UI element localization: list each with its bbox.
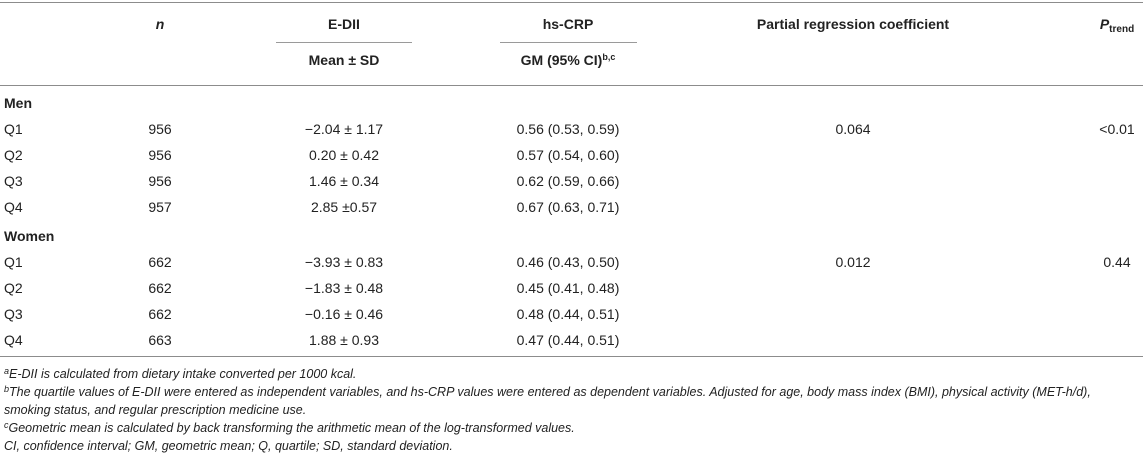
header-hscrp-sub-text: GM (95% CI) xyxy=(520,52,603,68)
men-row-3-crp: 0.62 (0.59, 0.66) xyxy=(516,173,620,189)
women-row-3-n: 662 xyxy=(148,306,172,322)
men-row-3-q: Q3 xyxy=(4,173,23,189)
women-row-2-edii: −1.83 ± 0.48 xyxy=(304,280,384,296)
header-hscrp-sub: GM (95% CI)b,c xyxy=(521,52,616,68)
men-row-1-prc: 0.064 xyxy=(835,121,871,137)
men-row-3-edii: 1.46 ± 0.34 xyxy=(309,173,379,189)
men-row-1-n: 956 xyxy=(148,121,172,137)
men-row-1-edii: −2.04 ± 1.17 xyxy=(304,121,384,137)
footnote-c-text: Geometric mean is calculated by back tra… xyxy=(8,421,575,435)
women-row-1-crp: 0.46 (0.43, 0.50) xyxy=(516,254,620,270)
header-hscrp: hs-CRP xyxy=(542,16,594,32)
header-partial-regression: Partial regression coefficient xyxy=(756,16,950,32)
women-row-2-crp: 0.45 (0.41, 0.48) xyxy=(516,280,620,296)
men-row-2-q: Q2 xyxy=(4,147,23,163)
men-row-3-n: 956 xyxy=(148,173,172,189)
table-header-rule xyxy=(0,85,1143,86)
header-hscrp-underline xyxy=(500,42,637,43)
women-row-3-q: Q3 xyxy=(4,306,23,322)
header-p-subscript: trend xyxy=(1109,24,1135,35)
men-row-2-crp: 0.57 (0.54, 0.60) xyxy=(516,147,620,163)
header-p-letter: P xyxy=(1099,16,1110,32)
group-label-men: Men xyxy=(4,95,32,111)
footnote-b-text: The quartile values of E-DII were entere… xyxy=(4,385,1091,417)
women-row-2-q: Q2 xyxy=(4,280,23,296)
men-row-4-edii: 2.85 ±0.57 xyxy=(310,199,378,215)
men-row-1-crp: 0.56 (0.53, 0.59) xyxy=(516,121,620,137)
women-row-2-n: 662 xyxy=(148,280,172,296)
men-row-4-n: 957 xyxy=(148,199,172,215)
men-row-2-edii: 0.20 ± 0.42 xyxy=(309,147,379,163)
header-hscrp-sub-sup: b,c xyxy=(602,52,616,62)
footnote-a-mark: a xyxy=(4,366,10,376)
men-row-4-q: Q4 xyxy=(4,199,23,215)
women-row-1-prc: 0.012 xyxy=(835,254,871,270)
header-edii-sub: Mean ± SD xyxy=(308,52,380,68)
footnote-abbreviations: CI, confidence interval; GM, geometric m… xyxy=(4,439,453,453)
women-row-3-crp: 0.48 (0.44, 0.51) xyxy=(516,306,620,322)
women-row-4-q: Q4 xyxy=(4,332,23,348)
group-label-women: Women xyxy=(4,228,55,244)
women-row-4-edii: 1.88 ± 0.93 xyxy=(309,332,379,348)
women-row-1-q: Q1 xyxy=(4,254,23,270)
women-row-1-p: 0.44 xyxy=(1103,254,1131,270)
men-row-2-n: 956 xyxy=(148,147,172,163)
footnote-c-mark: c xyxy=(4,420,9,430)
men-row-4-crp: 0.67 (0.63, 0.71) xyxy=(516,199,620,215)
footnote-b-mark: b xyxy=(4,384,10,394)
header-edii-underline xyxy=(276,42,412,43)
men-row-1-p: <0.01 xyxy=(1099,121,1135,137)
women-row-1-edii: −3.93 ± 0.83 xyxy=(304,254,384,270)
footnote-c: cGeometric mean is calculated by back tr… xyxy=(4,419,1140,437)
table-footnotes: aE-DII is calculated from dietary intake… xyxy=(4,365,1140,455)
table-bottom-rule xyxy=(0,356,1143,357)
footnote-a-text: E-DII is calculated from dietary intake … xyxy=(9,367,357,381)
table-top-rule xyxy=(0,2,1143,3)
header-n: n xyxy=(155,16,165,32)
header-p-trend: Ptrend xyxy=(1100,16,1134,38)
women-row-4-crp: 0.47 (0.44, 0.51) xyxy=(516,332,620,348)
header-edii: E-DII xyxy=(328,16,360,32)
women-row-1-n: 662 xyxy=(148,254,172,270)
women-row-3-edii: −0.16 ± 0.46 xyxy=(304,306,384,322)
women-row-4-n: 663 xyxy=(148,332,172,348)
men-row-1-q: Q1 xyxy=(4,121,23,137)
footnote-b: bThe quartile values of E-DII were enter… xyxy=(4,383,1140,419)
footnote-a: aE-DII is calculated from dietary intake… xyxy=(4,365,1140,383)
